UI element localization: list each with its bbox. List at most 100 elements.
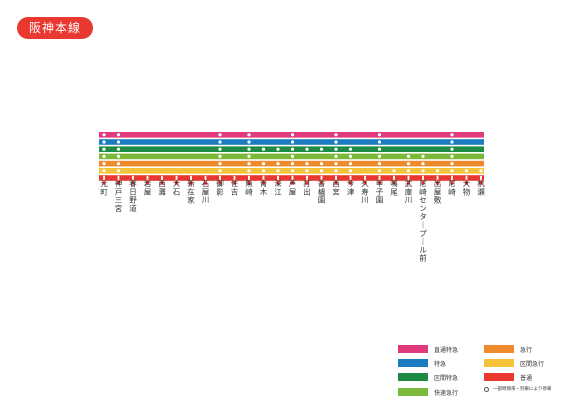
legend-item-tokkyu: 特急 xyxy=(398,357,446,369)
stop-marker-futsu xyxy=(248,175,250,181)
legend-swatch xyxy=(398,373,428,381)
stop-marker-kukan_kyuko xyxy=(290,169,295,173)
legend-swatch xyxy=(398,388,428,396)
stop-marker-kukan_tokkyu xyxy=(450,147,454,151)
stop-marker-kukan_tokkyu xyxy=(319,147,324,151)
stop-marker-futsu xyxy=(277,175,279,181)
stop-marker-futsu xyxy=(175,175,178,181)
stop-marker-kaisoku_kyuko xyxy=(450,154,454,158)
stop-marker-chokutsu_tokkyu xyxy=(102,133,106,137)
station-label: 住吉 xyxy=(231,178,239,196)
stop-marker-kukan_tokkyu xyxy=(247,147,251,151)
stop-marker-kukan_tokkyu xyxy=(116,147,121,151)
station-label: 甲子園 xyxy=(376,179,384,205)
legend-label: 特急 xyxy=(434,360,447,368)
station-tick xyxy=(406,181,411,185)
station-label: 出屋敷 xyxy=(434,178,442,205)
stop-marker-kyuko xyxy=(116,162,121,166)
station-tick xyxy=(102,181,106,185)
stop-marker-chokutsu_tokkyu xyxy=(218,133,222,137)
stop-marker-chokutsu_tokkyu xyxy=(247,133,251,137)
station-label: 元町 xyxy=(100,179,108,196)
stop-marker-kaisoku_kyuko xyxy=(421,154,425,158)
station-tick xyxy=(348,181,353,185)
stop-marker-kaisoku_kyuko xyxy=(406,154,411,158)
legend-note-text: 一部時間帯・列車により停車 xyxy=(493,387,552,392)
stop-marker-chokutsu_tokkyu xyxy=(290,133,295,137)
station-tick xyxy=(363,181,367,185)
station-tick xyxy=(174,181,179,185)
station-label: 青木 xyxy=(260,178,268,196)
stop-marker-futsu xyxy=(233,175,236,181)
station-label: 杭瀬 xyxy=(477,178,485,196)
stop-marker-kukan_tokkyu xyxy=(102,147,106,151)
stop-marker-futsu xyxy=(451,175,453,181)
stop-marker-futsu xyxy=(219,175,221,181)
station-tick xyxy=(435,181,440,185)
legend-item-chokutsu_tokkyu: 直通特急 xyxy=(398,343,458,355)
station-tick xyxy=(276,181,280,185)
legend-label: 急行 xyxy=(520,346,533,354)
legend-label: 普通 xyxy=(520,374,533,382)
stop-marker-kukan_kyuko xyxy=(102,169,106,173)
stop-marker-kaisoku_kyuko xyxy=(102,154,106,158)
legend-swatch xyxy=(484,359,514,367)
stop-marker-kukan_tokkyu xyxy=(377,147,382,151)
legend-label: 直通特急 xyxy=(434,346,459,354)
legend-label: 快速急行 xyxy=(434,389,459,397)
stop-marker-futsu xyxy=(364,175,366,181)
station-label: 大石 xyxy=(173,178,181,196)
stop-marker-kyuko xyxy=(421,162,425,166)
line-title-badge: 阪神本線 xyxy=(17,17,93,39)
circle-icon xyxy=(484,386,489,392)
stop-marker-kyuko xyxy=(261,162,266,166)
stop-marker-kaisoku_kyuko xyxy=(218,154,222,158)
station-label: 岩屋 xyxy=(144,178,152,196)
station-tick xyxy=(203,181,208,185)
station-label: 石屋川 xyxy=(202,179,210,205)
stop-marker-kukan_kyuko xyxy=(421,169,425,173)
service-band-futsu xyxy=(99,175,484,181)
legend-swatch xyxy=(398,359,428,367)
legend-label: 区間急行 xyxy=(520,360,545,368)
stop-marker-kukan_kyuko xyxy=(450,169,454,173)
stop-marker-futsu xyxy=(378,175,381,181)
stop-marker-kukan_kyuko xyxy=(305,169,309,173)
station-tick xyxy=(247,181,251,185)
stop-marker-kyuko xyxy=(218,162,222,166)
stop-marker-chokutsu_tokkyu xyxy=(450,133,454,137)
station-tick xyxy=(290,181,295,185)
stop-marker-kukan_kyuko xyxy=(479,169,483,173)
station-tick xyxy=(232,181,237,185)
stop-marker-kyuko xyxy=(334,162,338,166)
station-tick xyxy=(479,181,483,185)
stop-marker-kaisoku_kyuko xyxy=(247,154,251,158)
legend-item-kyuko: 急行 xyxy=(484,343,532,355)
stop-marker-kukan_kyuko xyxy=(348,169,353,173)
stop-marker-kukan_tokkyu xyxy=(334,147,338,151)
station-tick xyxy=(145,181,150,185)
station-label: 深江 xyxy=(274,179,282,196)
stop-marker-futsu xyxy=(436,175,439,181)
station-label: 春日野道 xyxy=(129,178,137,213)
stop-marker-futsu xyxy=(349,175,352,181)
stop-marker-kyuko xyxy=(247,162,251,166)
stop-marker-tokkyu xyxy=(218,140,222,144)
stop-marker-futsu xyxy=(393,175,395,181)
stop-marker-futsu xyxy=(335,175,337,181)
stop-marker-futsu xyxy=(204,175,207,181)
station-label: 神戸三宮 xyxy=(115,178,123,213)
stop-marker-kyuko xyxy=(102,162,106,166)
stop-marker-futsu xyxy=(480,175,482,181)
stop-marker-chokutsu_tokkyu xyxy=(334,133,338,137)
stop-marker-tokkyu xyxy=(102,140,106,144)
stop-marker-tokkyu xyxy=(334,140,338,144)
legend-item-kukan_kyuko: 区間急行 xyxy=(484,357,544,369)
station-label: 御影 xyxy=(216,178,224,196)
station-tick xyxy=(334,181,338,185)
legend-swatch xyxy=(398,345,428,353)
station-tick xyxy=(464,181,469,185)
stop-marker-futsu xyxy=(146,175,149,181)
station-tick xyxy=(392,181,396,185)
